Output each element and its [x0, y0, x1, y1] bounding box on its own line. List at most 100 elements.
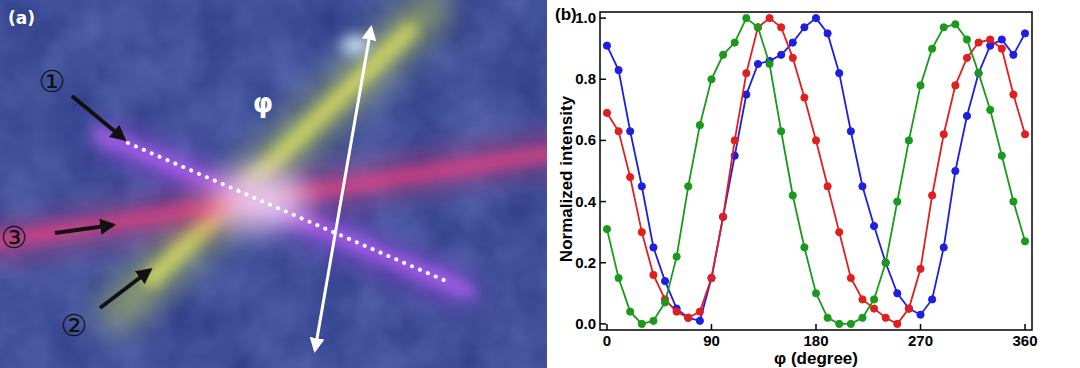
- series-point: [998, 36, 1005, 43]
- series-point: [789, 192, 796, 199]
- series-point: [882, 314, 889, 321]
- series-point: [1010, 91, 1017, 98]
- x-tick: [815, 324, 817, 330]
- y-tick-label: 0.0: [575, 315, 596, 332]
- series-point: [615, 274, 622, 281]
- series-point: [975, 39, 982, 46]
- series-point: [719, 213, 726, 220]
- series-point: [801, 244, 808, 251]
- series-line: [607, 18, 1025, 324]
- series-point: [975, 70, 982, 77]
- series-point: [801, 94, 808, 101]
- series-point: [870, 222, 877, 229]
- series-point: [685, 314, 692, 321]
- series-point: [905, 305, 912, 312]
- series-point: [987, 36, 994, 43]
- panel-label: (b): [555, 5, 577, 24]
- x-tick: [1024, 324, 1026, 330]
- beam-label: ①: [39, 64, 66, 99]
- series-point: [778, 24, 785, 31]
- series-point: [731, 137, 738, 144]
- beam-red: [0, 152, 547, 242]
- series-point: [870, 296, 877, 303]
- series-point: [847, 274, 854, 281]
- series-point: [1021, 238, 1028, 245]
- series-point: [929, 296, 936, 303]
- series-point: [661, 299, 668, 306]
- series-point: [638, 183, 645, 190]
- series-point: [859, 183, 866, 190]
- series-point: [952, 167, 959, 174]
- series-point: [963, 36, 970, 43]
- beam-label: ②: [61, 308, 88, 343]
- series-point: [743, 15, 750, 22]
- y-tick: [600, 140, 606, 142]
- series-point: [638, 229, 645, 236]
- series-point: [859, 296, 866, 303]
- series-point: [685, 314, 692, 321]
- series-point: [615, 128, 622, 135]
- y-tick: [600, 201, 606, 203]
- series-point: [754, 24, 761, 31]
- series-point: [882, 259, 889, 266]
- series-point: [929, 192, 936, 199]
- series-point: [696, 317, 703, 324]
- series-point: [766, 60, 773, 67]
- series-point: [940, 24, 947, 31]
- pointer-arrow: [55, 225, 113, 233]
- series-point: [603, 225, 610, 232]
- series-point: [952, 82, 959, 89]
- series-point: [894, 198, 901, 205]
- y-tick-label: 0.4: [575, 193, 597, 210]
- x-tick-label: 0: [603, 332, 611, 349]
- series-point: [778, 51, 785, 58]
- series-point: [917, 82, 924, 89]
- series-point: [661, 277, 668, 284]
- series-point: [650, 271, 657, 278]
- photo-texture: [0, 0, 547, 368]
- series-point: [685, 183, 692, 190]
- series-point: [603, 109, 610, 116]
- series-point: [638, 320, 645, 327]
- series-point: [650, 244, 657, 251]
- series-point: [766, 15, 773, 22]
- series-point: [940, 244, 947, 251]
- series-point: [627, 128, 634, 135]
- x-tick: [606, 324, 608, 330]
- x-tick-label: 90: [703, 332, 720, 349]
- series-point: [975, 70, 982, 77]
- series-point: [789, 39, 796, 46]
- series-point: [882, 259, 889, 266]
- x-tick-label: 180: [803, 332, 828, 349]
- series-point: [1021, 131, 1028, 138]
- series-point: [627, 308, 634, 315]
- series-point: [754, 24, 761, 31]
- series-line: [607, 18, 1025, 324]
- y-tick-label: 1.0: [575, 9, 596, 26]
- photo: [0, 0, 547, 368]
- series-point: [963, 112, 970, 119]
- y-tick: [600, 79, 606, 81]
- plot-frame: [600, 12, 1032, 330]
- series-point: [719, 213, 726, 220]
- y-tick: [600, 262, 606, 264]
- panel-label: (a): [8, 8, 35, 28]
- series-point: [1010, 51, 1017, 58]
- series-point: [731, 39, 738, 46]
- series-point: [824, 314, 831, 321]
- series-point: [847, 128, 854, 135]
- figure: (a)①②③φ0901802703600.00.20.40.60.81.0φ (…: [0, 0, 1080, 368]
- series-point: [650, 317, 657, 324]
- angle-arrow: [315, 28, 371, 350]
- series-point: [859, 314, 866, 321]
- series-point: [836, 70, 843, 77]
- beam-label: ③: [1, 220, 28, 255]
- series-point: [917, 265, 924, 272]
- series-point: [1010, 198, 1017, 205]
- series-point: [627, 174, 634, 181]
- series-point: [615, 66, 622, 73]
- x-tick: [711, 324, 713, 330]
- series-point: [894, 290, 901, 297]
- series-point: [1021, 30, 1028, 37]
- series-point: [905, 305, 912, 312]
